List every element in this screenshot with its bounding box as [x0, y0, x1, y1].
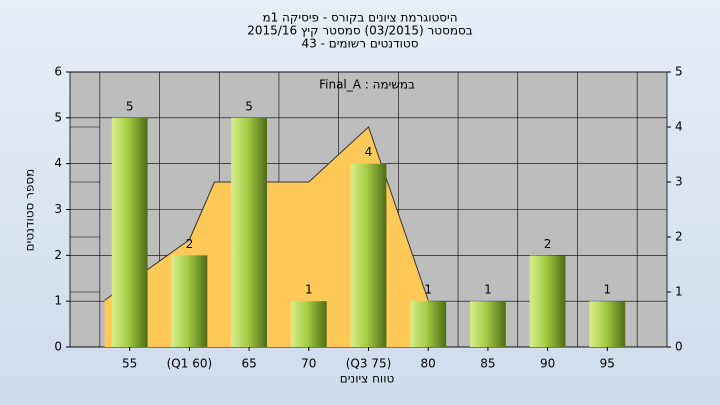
- data-label: 1: [603, 283, 611, 297]
- data-label: 2: [544, 237, 552, 251]
- y2-tick-label: 5: [675, 65, 683, 79]
- bar: [350, 163, 387, 347]
- data-label: 1: [424, 283, 432, 297]
- y2-tick-label: 3: [675, 175, 683, 189]
- data-label: 2: [186, 237, 194, 251]
- y2-tick-label: 2: [675, 230, 683, 244]
- y-tick-label: 4: [54, 156, 62, 170]
- bar: [529, 255, 566, 347]
- annotation: Final_A : במשימה: [319, 78, 415, 92]
- x-tick-label: (Q1 60): [167, 357, 213, 371]
- y-tick-label: 5: [54, 110, 62, 124]
- y2-tick-label: 0: [675, 340, 683, 354]
- y2-tick-label: 1: [675, 285, 683, 299]
- bar: [469, 301, 506, 347]
- chart-title: היסטוגרמת ציונים בקורס - פיסיקה 1מ: [262, 11, 457, 25]
- bar: [410, 301, 447, 347]
- data-label: 1: [484, 283, 492, 297]
- y-tick-label: 1: [54, 294, 62, 308]
- y2-tick-label: 4: [675, 120, 683, 134]
- chart-title: בסמסטר (03/2015) סמסטר קיץ 2015/16: [247, 24, 473, 38]
- x-tick-label: 90: [540, 357, 555, 371]
- bar: [231, 117, 268, 347]
- y-tick-label: 0: [54, 340, 62, 354]
- x-tick-label: 80: [421, 357, 436, 371]
- bar: [290, 301, 327, 347]
- data-label: 4: [365, 145, 373, 159]
- bar: [171, 255, 208, 347]
- y-tick-label: 6: [54, 65, 62, 79]
- plot-layer: [70, 71, 667, 348]
- data-label: 5: [245, 99, 253, 113]
- data-label: 5: [126, 99, 134, 113]
- x-tick-label: 65: [241, 357, 256, 371]
- bar: [589, 301, 626, 347]
- x-tick-label: 55: [122, 357, 137, 371]
- bar: [111, 117, 148, 347]
- y-axis-label: מספר סטודנטים: [23, 169, 37, 252]
- x-tick-label: 85: [480, 357, 495, 371]
- y-tick-label: 3: [54, 202, 62, 216]
- x-axis-label: טווח ציונים: [340, 372, 395, 386]
- x-tick-label: (Q3 75): [346, 357, 392, 371]
- y-tick-label: 2: [54, 248, 62, 262]
- x-tick-label: 95: [600, 357, 615, 371]
- chart-title: סטודנטים רשומים - 43: [301, 37, 418, 51]
- data-label: 1: [305, 283, 313, 297]
- x-tick-label: 70: [301, 357, 316, 371]
